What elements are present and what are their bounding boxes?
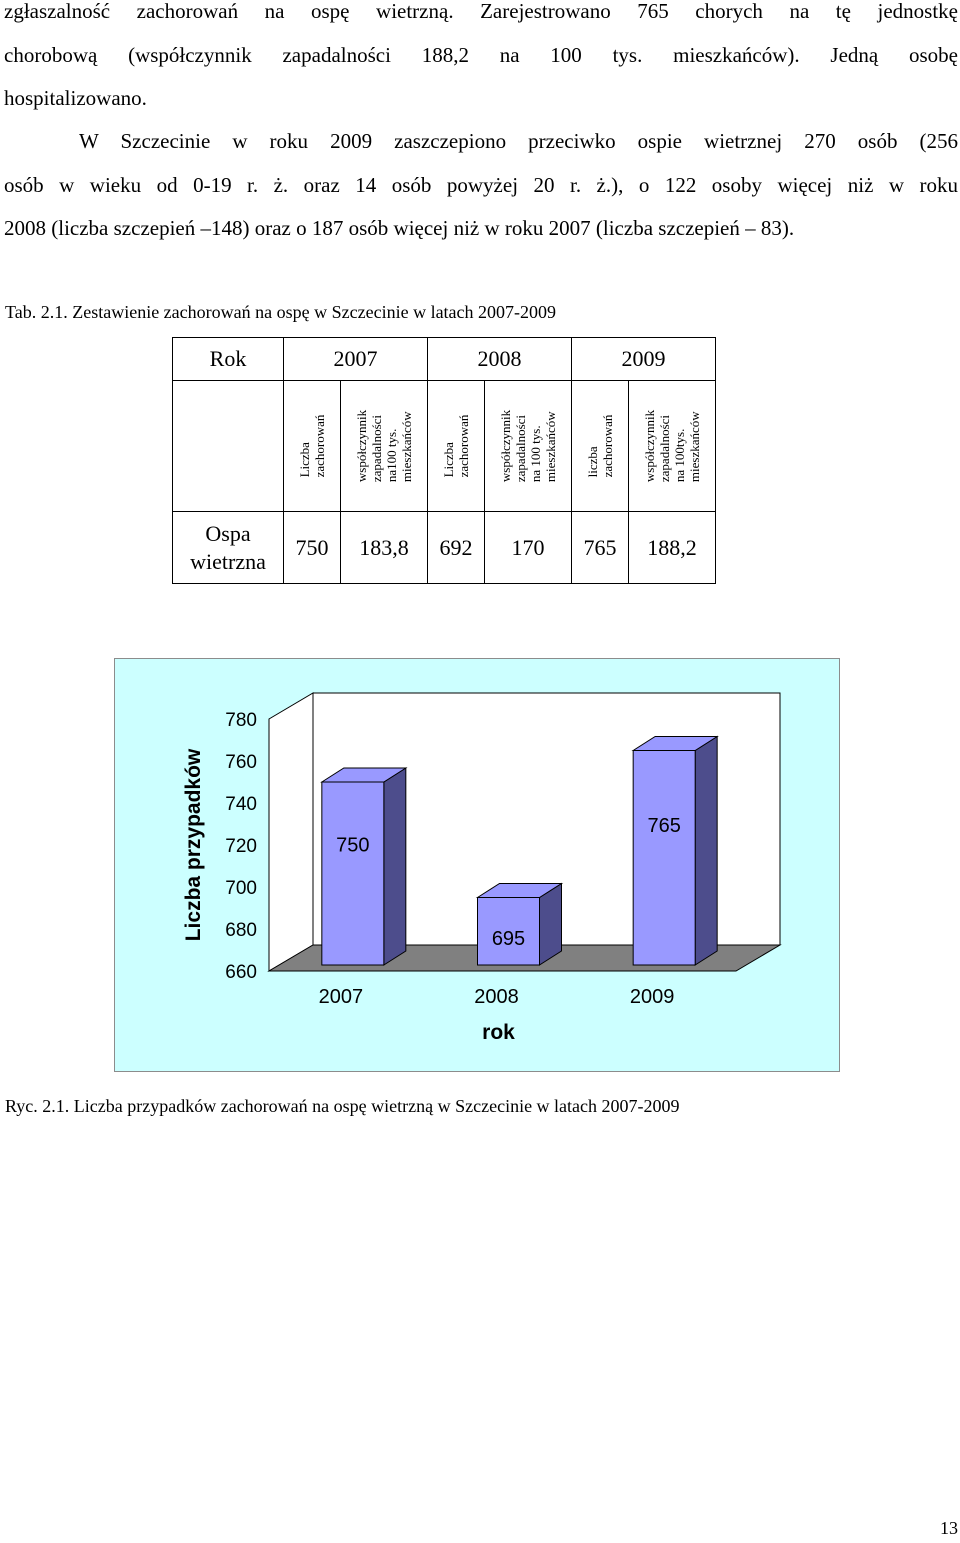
value-cell: 692 (427, 511, 485, 584)
subheader-text: współczynnik zapadalności na100 tys. mieszk… (354, 409, 414, 483)
y-tick-label: 720 (225, 836, 257, 857)
text-line: zgłaszalność zachorowań na ospę wietrzną… (4, 0, 958, 23)
subheader-cell: Liczba zachorowań (427, 380, 485, 512)
subheader-cell: współczynnik zapadalności na 100tys. mieszk… (628, 380, 716, 512)
subheader-cell: liczba zachorowań (571, 380, 629, 512)
paragraph-1: zgłaszalność zachorowań na ospę wietrzną… (4, 0, 958, 121)
table-header-row: Rok 2007 2008 2009 (172, 337, 716, 381)
subheader-text: współczynnik zapadalności na 100tys. mieszk… (642, 409, 702, 483)
table-caption: Tab. 2.1. Zestawienie zachorowań na ospę… (5, 302, 557, 322)
subheader-text: Liczba zachorowań (297, 414, 327, 478)
y-tick-label: 700 (225, 878, 257, 899)
table-subheader-row: Liczba zachorowań współczynnik zapadalnośc… (172, 380, 716, 512)
row-label-line: wietrzna (190, 548, 266, 574)
bar-side (383, 767, 407, 966)
x-tick-label: 2007 (319, 986, 364, 1008)
value-cell: 765 (571, 511, 629, 584)
bar (632, 750, 696, 966)
value-cell: 188,2 (628, 511, 716, 584)
data-table: Rok 2007 2008 2009 Liczba zachorowań wspó… (172, 337, 716, 584)
bar-chart: 660 680 700 720 740 760 780 750 2007 695 2008 765 20… (114, 658, 840, 1072)
bar-side (694, 735, 718, 966)
text-line: W Szczecinie w roku 2009 zaszczepiono pr… (79, 129, 958, 153)
paragraph-2: W Szczecinie w roku 2009 zaszczepiono pr… (4, 120, 958, 251)
row-label: Ospa wietrzna (172, 511, 284, 584)
chart-side-wall (268, 692, 314, 972)
subheader-cell: współczynnik zapadalności na 100 tys. miesz… (484, 380, 572, 512)
value-cell: 750 (283, 511, 341, 584)
chart-svg: 660 680 700 720 740 760 780 750 2007 695 2008 765 20… (114, 658, 840, 1072)
bar (477, 897, 540, 966)
page-number: 13 (940, 1518, 958, 1538)
year-header: 2007 (283, 337, 428, 381)
empty-cell (172, 380, 284, 512)
rok-header: Rok (172, 337, 284, 381)
bar (321, 781, 385, 966)
row-label-line: Ospa (205, 520, 251, 546)
x-tick-label: 2009 (630, 986, 675, 1008)
value-cell: 170 (484, 511, 572, 584)
data-label: 750 (336, 835, 369, 857)
text-line: chorobową (współczynnik zapadalności 188… (4, 42, 958, 67)
data-label: 695 (492, 928, 525, 950)
subheader-text: współczynnik zapadalności na 100 tys. miesz… (498, 409, 558, 483)
subheader-text: Liczba zachorowań (441, 414, 471, 478)
y-tick-label: 740 (225, 794, 257, 815)
text-line: hospitalizowano. (4, 86, 147, 110)
subheader-cell: Liczba zachorowań (283, 380, 341, 512)
y-tick-label: 780 (225, 710, 257, 731)
text-line: 2008 (liczba szczepień –148) oraz o 187 … (4, 216, 795, 240)
data-label: 765 (647, 815, 680, 837)
x-axis-title: rok (482, 1021, 515, 1044)
year-header: 2008 (427, 337, 572, 381)
text-line: osób w wieku od 0-19 r. ż. oraz 14 osób … (4, 172, 958, 197)
y-axis-title: Liczba przypadków (182, 748, 205, 941)
y-tick-label: 760 (225, 752, 257, 773)
y-tick-label: 660 (225, 962, 257, 983)
x-tick-label: 2008 (474, 986, 519, 1008)
table-row: Ospa wietrzna 750 183,8 692 170 765 188,… (172, 511, 716, 584)
subheader-cell: współczynnik zapadalności na100 tys. mieszk… (340, 380, 428, 512)
y-tick-label: 680 (225, 920, 257, 941)
year-header: 2009 (571, 337, 716, 381)
value-cell: 183,8 (340, 511, 428, 584)
subheader-text: liczba zachorowań (585, 414, 615, 478)
figure-caption: Ryc. 2.1. Liczba przypadków zachorowań n… (5, 1096, 680, 1116)
